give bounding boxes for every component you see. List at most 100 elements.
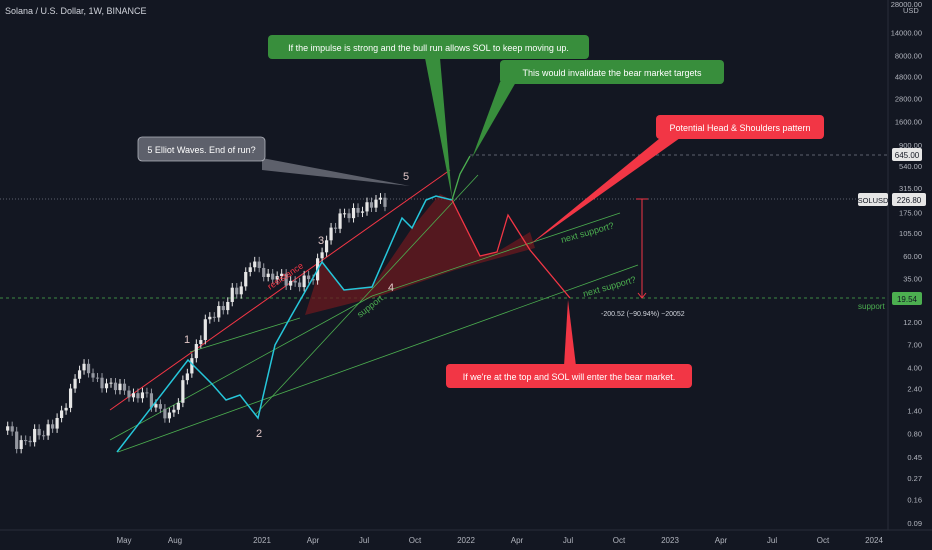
candle-body[interactable] <box>365 202 369 212</box>
candle-body[interactable] <box>266 273 270 278</box>
candle-body[interactable] <box>374 199 378 208</box>
candle-body[interactable] <box>33 428 37 443</box>
candle-body[interactable] <box>203 319 207 341</box>
candle-body[interactable] <box>324 240 329 253</box>
candle-body[interactable] <box>383 197 387 207</box>
candle-body[interactable] <box>194 344 198 359</box>
time-tick-label: 2023 <box>661 536 679 545</box>
candle-body[interactable] <box>257 261 261 268</box>
candle-body[interactable] <box>127 390 131 398</box>
candle-body[interactable] <box>190 358 194 374</box>
price-tick-label: 315.00 <box>899 184 922 193</box>
candle-body[interactable] <box>158 404 163 409</box>
candle-body[interactable] <box>333 227 338 229</box>
candle-body[interactable] <box>163 408 167 419</box>
candle-body[interactable] <box>378 197 383 200</box>
candle-body[interactable] <box>19 440 23 450</box>
candle-body[interactable] <box>149 393 154 408</box>
time-tick-label: 2021 <box>253 536 271 545</box>
candle-body[interactable] <box>302 275 306 288</box>
wave-label-3: 3 <box>318 235 324 247</box>
candle-body[interactable] <box>271 273 275 280</box>
candle-body[interactable] <box>122 383 127 391</box>
price-tick-label: 28000.00 <box>891 0 922 9</box>
candle-body[interactable] <box>289 280 293 286</box>
candle-body[interactable] <box>181 380 185 403</box>
candle-body[interactable] <box>68 388 73 408</box>
candle-body[interactable] <box>356 207 360 213</box>
candle-body[interactable] <box>275 276 279 280</box>
candle-body[interactable] <box>351 207 356 219</box>
candle-body[interactable] <box>221 306 225 311</box>
candle-body[interactable] <box>131 393 136 398</box>
time-tick-label: Apr <box>715 536 728 545</box>
candle-body[interactable] <box>311 279 315 281</box>
candle-body[interactable] <box>140 392 145 399</box>
candle-body[interactable] <box>145 392 149 394</box>
candle-body[interactable] <box>217 306 221 318</box>
candle-body[interactable] <box>113 382 118 391</box>
candle-body[interactable] <box>307 275 311 280</box>
candle-body[interactable] <box>230 287 234 302</box>
candle-body[interactable] <box>104 383 109 389</box>
candle-body[interactable] <box>109 382 113 384</box>
candle-body[interactable] <box>185 373 189 381</box>
candle-body[interactable] <box>244 271 248 287</box>
price-tick-label: 900.00 <box>899 141 922 150</box>
candle-body[interactable] <box>10 426 14 432</box>
time-tick-label: Aug <box>168 536 182 545</box>
candle-body[interactable] <box>86 363 91 374</box>
candle-body[interactable] <box>28 440 32 443</box>
support-price-badge <box>892 292 922 305</box>
candle-body[interactable] <box>360 211 365 213</box>
candle-body[interactable] <box>208 316 212 320</box>
candle-body[interactable] <box>77 370 82 379</box>
candle-body[interactable] <box>37 428 41 436</box>
price-tick-label: 175.00 <box>899 208 922 217</box>
candle-body[interactable] <box>347 213 351 219</box>
candle-body[interactable] <box>64 407 68 411</box>
candle-body[interactable] <box>55 417 59 429</box>
candle-body[interactable] <box>136 393 140 399</box>
candle-body[interactable] <box>199 340 203 345</box>
candle-body[interactable] <box>338 213 342 229</box>
candle-body[interactable] <box>284 273 288 286</box>
candle-body[interactable] <box>293 280 297 283</box>
callout-pointer-invalidate <box>472 82 516 158</box>
candle-body[interactable] <box>154 404 158 408</box>
candle-body[interactable] <box>235 287 239 295</box>
candle-body[interactable] <box>280 273 284 277</box>
candle-body[interactable] <box>226 301 230 311</box>
candle-body[interactable] <box>329 227 333 241</box>
time-tick-label: Apr <box>307 536 320 545</box>
candle-body[interactable] <box>167 412 171 419</box>
candle-body[interactable] <box>118 383 122 391</box>
candle-body[interactable] <box>91 373 95 378</box>
candle-body[interactable] <box>320 252 324 259</box>
candle-body[interactable] <box>24 440 28 442</box>
candlestick-series[interactable] <box>6 193 387 454</box>
candle-body[interactable] <box>298 282 302 288</box>
candle-body[interactable] <box>239 286 243 295</box>
candle-body[interactable] <box>212 316 216 318</box>
candle-body[interactable] <box>6 426 10 431</box>
candle-body[interactable] <box>262 267 266 278</box>
candle-body[interactable] <box>51 424 55 429</box>
candle-body[interactable] <box>176 402 180 410</box>
candle-body[interactable] <box>342 213 347 215</box>
candle-body[interactable] <box>15 431 19 450</box>
candle-body[interactable] <box>248 267 252 272</box>
candle-body[interactable] <box>82 363 86 371</box>
candle-body[interactable] <box>369 202 374 208</box>
candle-body[interactable] <box>95 377 100 379</box>
time-axis-ticks[interactable]: May Aug 2021 Apr Jul Oct 2022 Apr Jul Oct 2023 Apr J… <box>116 536 883 545</box>
candle-body[interactable] <box>46 424 50 436</box>
candle-body[interactable] <box>59 410 64 418</box>
price-axis-ticks[interactable]: 28000.00 14000.00 8000.00 4800.00 2800.00 160… <box>891 0 922 528</box>
candle-body[interactable] <box>253 261 257 268</box>
candle-body[interactable] <box>42 435 46 437</box>
candle-body[interactable] <box>172 409 176 413</box>
candle-body[interactable] <box>100 377 104 389</box>
candle-body[interactable] <box>73 378 77 389</box>
